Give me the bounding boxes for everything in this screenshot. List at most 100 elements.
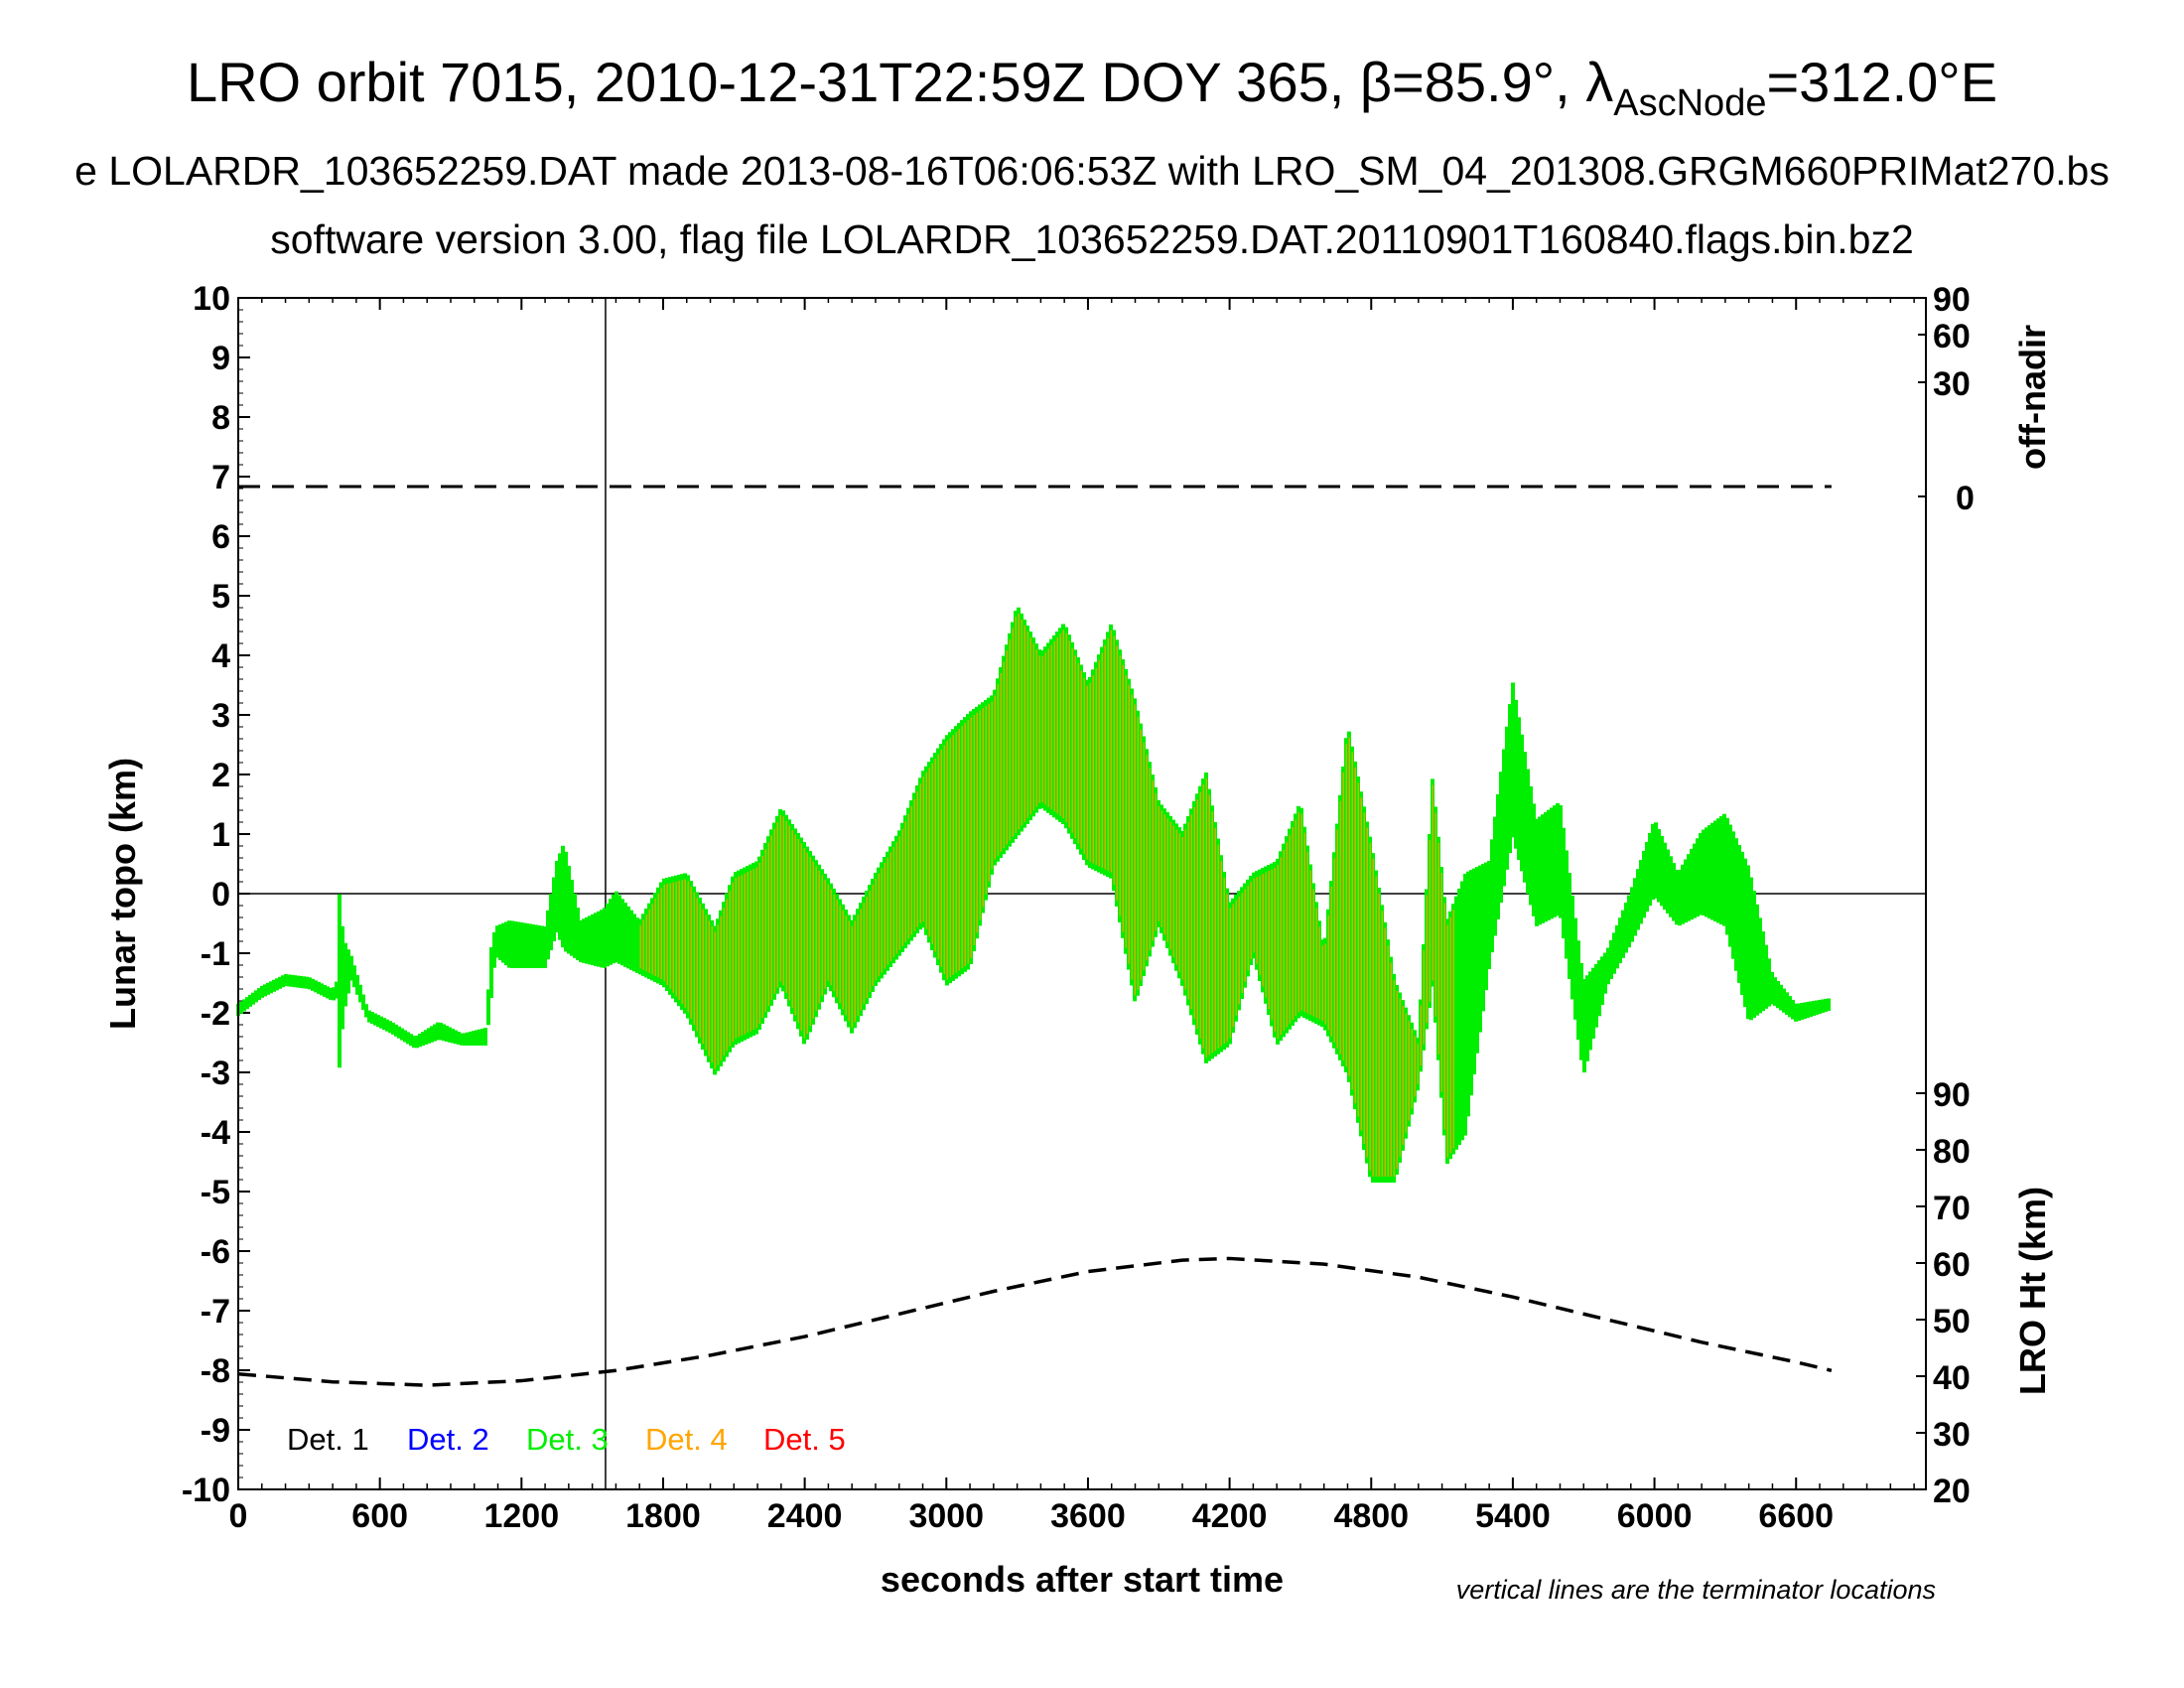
det4-topo-mark: [1077, 662, 1079, 844]
det4-topo-mark: [1300, 813, 1302, 1011]
det4-topo-mark: [922, 776, 924, 922]
det3-topo-mark: [489, 947, 493, 998]
det4-topo-mark: [928, 768, 930, 937]
det3-topo-mark: [308, 977, 312, 990]
det4-topo-mark: [1360, 797, 1362, 1131]
det3-topo-mark: [320, 983, 324, 996]
det3-topo-mark: [1797, 1003, 1801, 1022]
det3-topo-mark: [451, 1029, 455, 1044]
det4-topo-mark: [1146, 755, 1148, 961]
det4-topo-mark: [988, 703, 990, 882]
det3-topo-mark: [1609, 939, 1613, 979]
det4-topo-mark: [842, 910, 844, 1010]
det4-topo-mark: [696, 898, 698, 1032]
det4-topo-mark: [869, 891, 871, 993]
det4-topo-mark: [782, 816, 784, 986]
height-tick-label: 60: [1933, 1246, 1971, 1284]
det4-topo-mark: [985, 705, 987, 895]
det3-topo-mark: [388, 1021, 392, 1034]
det3-topo-mark: [352, 965, 356, 988]
legend-item-det-2: Det. 2: [407, 1422, 489, 1457]
det4-topo-mark: [1229, 908, 1231, 1039]
det3-topo-mark: [272, 979, 276, 992]
det4-topo-mark: [1339, 800, 1341, 1055]
det4-topo-mark: [1143, 742, 1145, 971]
det3-topo-mark: [1573, 917, 1577, 1020]
det4-topo-mark: [705, 914, 707, 1051]
det4-topo-mark: [1214, 827, 1216, 1052]
det3-topo-mark: [492, 931, 496, 968]
det3-topo-mark: [1702, 829, 1706, 915]
det4-topo-mark: [991, 701, 993, 869]
det3-topo-mark: [1469, 870, 1473, 1096]
det4-topo-mark: [925, 772, 927, 929]
det4-topo-mark: [949, 738, 951, 978]
y-tick-label: 4: [211, 637, 230, 675]
det3-topo-mark: [1752, 891, 1756, 1018]
det4-topo-mark: [1012, 628, 1014, 837]
det3-topo-mark: [1767, 958, 1771, 1007]
lro-height-label: LRO Ht (km): [2012, 1187, 2053, 1395]
det4-topo-mark: [1015, 617, 1017, 834]
det4-topo-mark: [1306, 851, 1308, 1014]
det3-topo-mark: [403, 1030, 407, 1043]
det4-topo-mark: [836, 900, 838, 998]
det3-topo-mark: [612, 894, 615, 964]
det3-topo-mark: [1493, 816, 1497, 936]
det3-topo-mark: [1705, 827, 1708, 917]
det3-topo-mark: [293, 975, 297, 988]
det4-topo-mark: [863, 903, 865, 1005]
det4-topo-mark: [937, 754, 939, 960]
det4-topo-mark: [1044, 652, 1046, 805]
det3-topo-mark: [1594, 963, 1598, 1028]
det4-topo-mark: [672, 882, 674, 993]
det4-topo-mark: [779, 814, 781, 982]
det4-topo-mark: [750, 870, 751, 1032]
det4-topo-mark: [839, 905, 841, 1004]
det3-topo-mark: [1782, 988, 1786, 1013]
det3-topo-mark: [305, 976, 309, 989]
det3-topo-mark: [1636, 869, 1640, 930]
det3-topo-mark: [620, 899, 624, 966]
det4-topo-mark: [1247, 885, 1249, 971]
det4-topo-mark: [794, 834, 796, 1016]
det4-topo-mark: [1190, 814, 1192, 1010]
det4-topo-mark: [934, 759, 936, 952]
det4-topo-mark: [1292, 827, 1294, 1021]
det4-topo-mark: [764, 849, 766, 1013]
det3-topo-mark: [606, 903, 610, 967]
det3-topo-mark: [534, 924, 538, 968]
det3-topo-mark: [1600, 956, 1604, 1006]
legend: Det. 1 Det. 2 Det. 3 Det. 4 Det. 5: [287, 1422, 846, 1457]
det4-topo-mark: [1202, 784, 1204, 1049]
det4-topo-mark: [660, 888, 662, 980]
det4-topo-mark: [1166, 818, 1168, 943]
det4-topo-mark: [1330, 887, 1332, 1037]
det4-topo-mark: [931, 763, 933, 944]
det4-topo-mark: [821, 875, 823, 997]
x-tick-label: 4200: [1192, 1497, 1268, 1535]
det4-topo-mark: [761, 855, 763, 1019]
det4-topo-mark: [1196, 799, 1198, 1030]
det3-topo-mark: [1460, 881, 1464, 1141]
det4-topo-mark: [1449, 916, 1451, 1154]
det3-topo-mark: [466, 1032, 470, 1046]
det3-topo-mark: [1699, 832, 1703, 915]
det3-topo-mark: [1565, 850, 1569, 959]
det4-topo-mark: [1268, 871, 1270, 1010]
det4-topo-mark: [1393, 979, 1395, 1177]
det3-topo-mark: [588, 915, 592, 965]
det3-topo-mark: [385, 1019, 389, 1032]
det3-topo-mark: [1725, 817, 1729, 935]
det3-topo-mark: [1505, 726, 1509, 870]
det3-topo-mark: [1582, 979, 1586, 1073]
height-tick-label: 70: [1933, 1190, 1971, 1227]
det4-topo-mark: [1125, 674, 1127, 948]
det3-topo-mark: [263, 984, 267, 997]
y-axis-label: Lunar topo (km): [102, 758, 143, 1030]
det4-topo-mark: [1378, 893, 1380, 1177]
det3-topo-mark: [579, 919, 583, 963]
det4-topo-mark: [964, 723, 966, 966]
det4-topo-mark: [752, 869, 754, 1031]
